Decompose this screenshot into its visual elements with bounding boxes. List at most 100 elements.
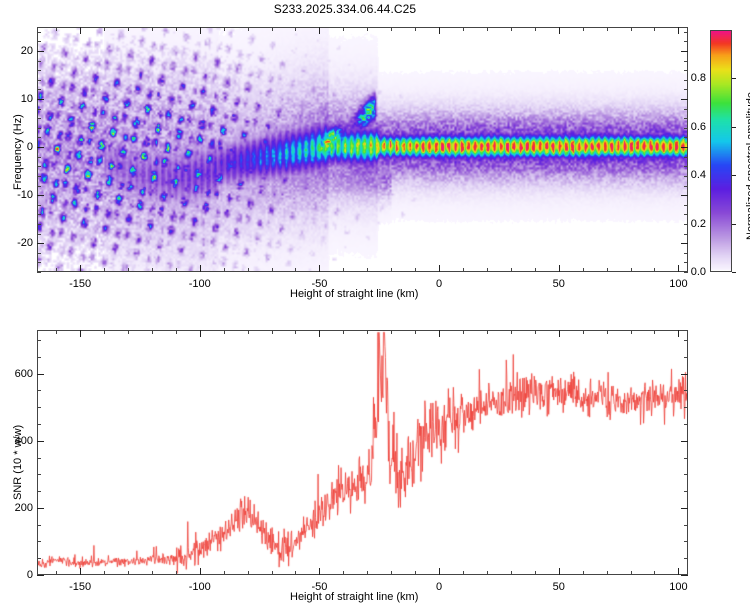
x-minor-tick: [510, 27, 512, 31]
x-major-tick: [319, 330, 321, 337]
y-minor-tick: [37, 156, 41, 158]
y-minor-tick: [37, 407, 41, 409]
y-major-tick: [681, 440, 688, 442]
x-tick-label: -100: [188, 581, 211, 593]
x-major-tick: [439, 27, 441, 34]
snr-line-plot: [38, 331, 687, 574]
x-minor-tick: [606, 571, 608, 575]
y-minor-tick: [684, 340, 688, 342]
x-major-tick: [80, 568, 82, 575]
y-minor-tick: [684, 89, 688, 91]
x-minor-tick: [630, 268, 632, 272]
colorbar: [710, 30, 732, 272]
colorbar-tick-label: 0.0: [690, 266, 706, 278]
x-major-tick: [319, 568, 321, 575]
x-minor-tick: [534, 571, 536, 575]
y-minor-tick: [37, 214, 41, 216]
x-major-tick: [439, 330, 441, 337]
y-minor-tick: [684, 204, 688, 206]
x-tick-label: -50: [311, 581, 328, 593]
y-major-tick: [681, 147, 688, 149]
x-major-tick: [678, 330, 680, 337]
x-minor-tick: [391, 330, 393, 334]
y-minor-tick: [684, 558, 688, 560]
x-major-tick: [199, 265, 201, 272]
y-minor-tick: [37, 70, 41, 72]
x-minor-tick: [295, 27, 297, 31]
x-tick-label: 50: [552, 278, 565, 290]
colorbar-gradient: [711, 31, 731, 271]
x-minor-tick: [127, 268, 129, 272]
y-major-tick: [37, 243, 44, 245]
y-major-tick: [37, 51, 44, 53]
x-minor-tick: [104, 330, 105, 334]
y-minor-tick: [37, 118, 41, 120]
x-minor-tick: [56, 268, 58, 272]
y-minor-tick: [684, 457, 688, 459]
x-major-tick: [319, 27, 321, 34]
y-minor-tick: [684, 356, 688, 358]
x-minor-tick: [415, 571, 417, 575]
y-minor-tick: [684, 272, 688, 273]
spectrogram-panel: -150 -100 -50 0 50 100 20 10 0 -10 -20 Frequency (…: [12, 27, 750, 300]
y-minor-tick: [684, 491, 688, 493]
y-minor-tick: [684, 185, 688, 187]
x-minor-tick: [271, 268, 273, 272]
x-minor-tick: [367, 571, 369, 575]
x-minor-tick: [247, 268, 249, 272]
y-minor-tick: [684, 423, 688, 425]
y-major-tick: [681, 99, 688, 101]
y-minor-tick: [684, 524, 688, 526]
y-minor-tick: [684, 118, 688, 120]
x-minor-tick: [367, 330, 369, 334]
x-minor-tick: [223, 268, 225, 272]
y-major-tick: [37, 507, 44, 509]
y-minor-tick: [684, 156, 688, 158]
y-major-tick: [37, 575, 44, 576]
x-major-tick: [319, 265, 321, 272]
x-tick-label: 100: [669, 581, 688, 593]
snr-panel: -150 -100 -50 0 50 100 0 200 400 600 SNR (10 * w/…: [0, 310, 750, 603]
spectrogram-axes: [37, 27, 688, 272]
y-minor-tick: [684, 214, 688, 216]
x-minor-tick: [630, 27, 632, 31]
x-minor-tick: [151, 330, 153, 334]
x-minor-tick: [486, 268, 488, 272]
x-minor-tick: [367, 268, 369, 272]
page-title: S233.2025.334.06.44.C25: [273, 2, 417, 16]
y-minor-tick: [37, 252, 41, 254]
x-major-tick: [558, 330, 560, 337]
y-minor-tick: [37, 356, 41, 358]
y-major-tick: [37, 99, 44, 101]
x-minor-tick: [295, 268, 297, 272]
x-minor-tick: [175, 268, 177, 272]
y-minor-tick: [37, 204, 41, 206]
y-minor-tick: [684, 390, 688, 392]
x-minor-tick: [630, 330, 632, 334]
y-minor-tick: [684, 70, 688, 72]
x-major-tick: [199, 330, 201, 337]
x-minor-tick: [127, 571, 129, 575]
x-major-tick: [558, 27, 560, 34]
y-tick-label: 0: [26, 569, 33, 581]
x-minor-tick: [295, 571, 297, 575]
x-minor-tick: [175, 571, 177, 575]
x-minor-tick: [271, 27, 273, 31]
x-minor-tick: [247, 330, 249, 334]
x-major-tick: [678, 27, 680, 34]
x-tick-label: -150: [69, 278, 92, 290]
y-minor-tick: [684, 166, 688, 168]
spectrogram-image: [38, 28, 687, 271]
y-minor-tick: [37, 474, 41, 476]
y-major-tick: [37, 195, 44, 197]
x-minor-tick: [534, 27, 536, 31]
y-tick-label: 200: [14, 501, 33, 514]
y-minor-tick: [684, 108, 688, 110]
x-minor-tick: [654, 268, 656, 272]
y-minor-tick: [37, 223, 41, 225]
x-minor-tick: [486, 27, 488, 31]
x-major-tick: [558, 568, 560, 575]
x-minor-tick: [463, 571, 465, 575]
y-minor-tick: [37, 41, 41, 43]
